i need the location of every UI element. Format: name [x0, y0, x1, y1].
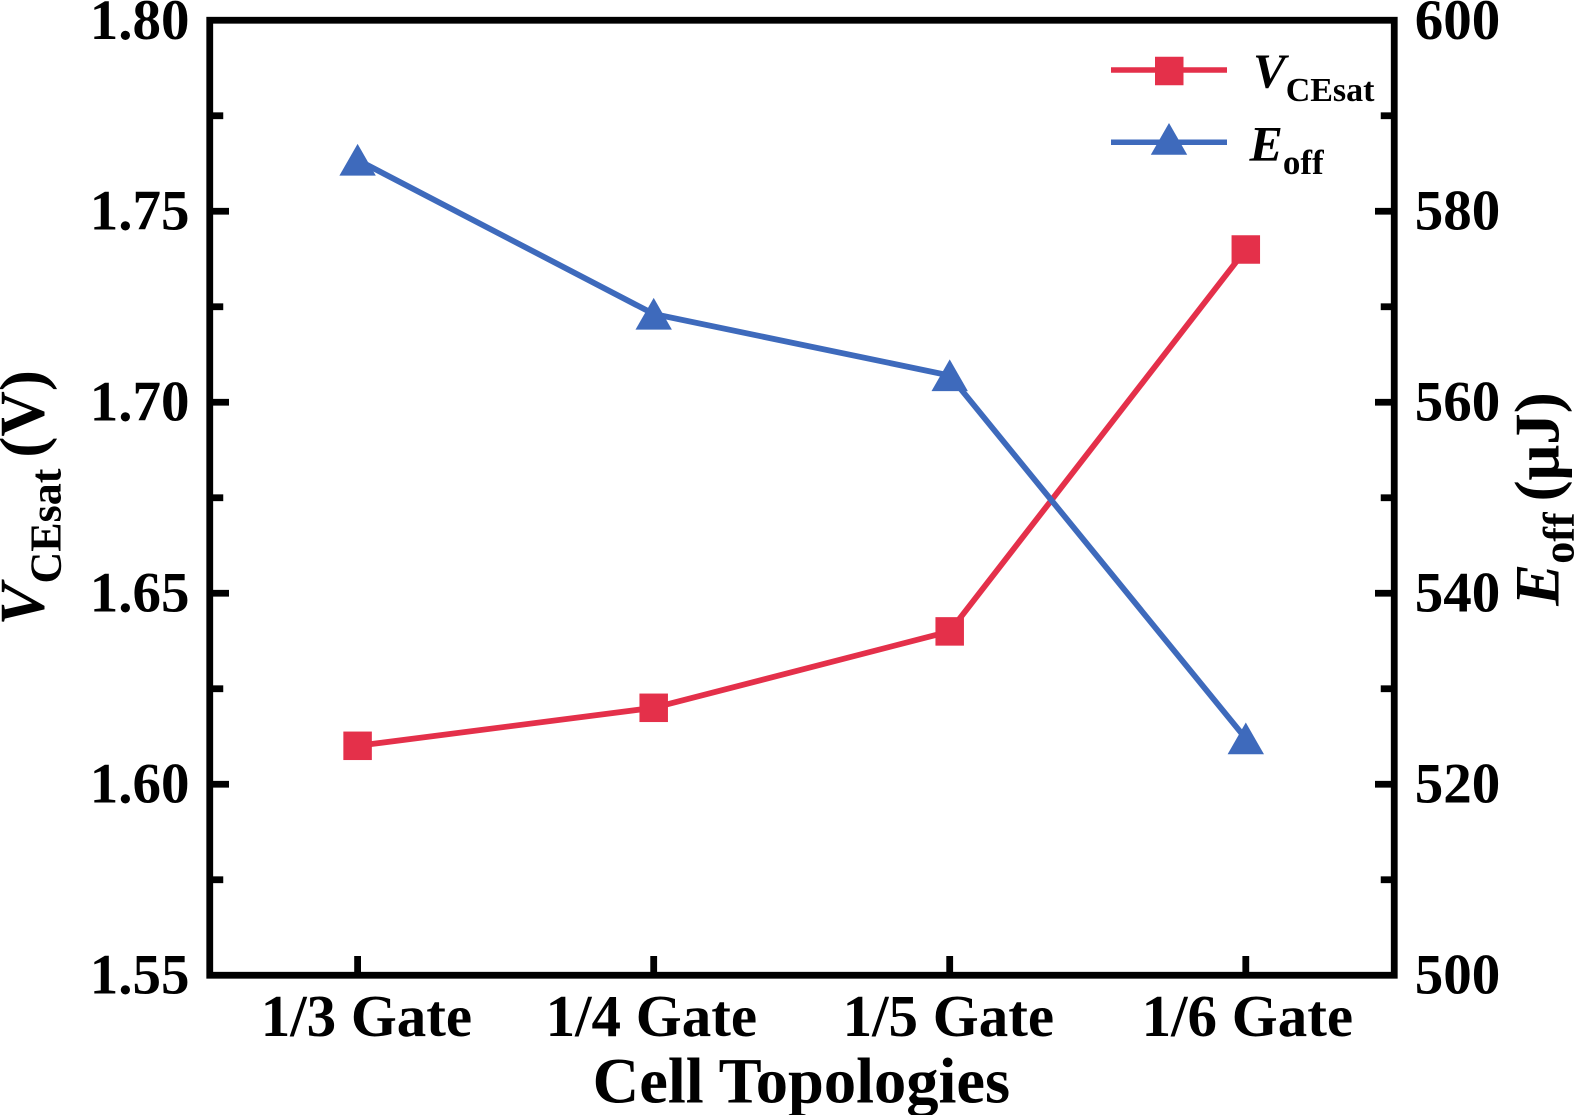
svg-text:1.60: 1.60: [90, 753, 190, 816]
svg-text:1/6 Gate: 1/6 Gate: [1142, 983, 1353, 1049]
svg-text:560: 560: [1415, 371, 1501, 434]
svg-text:500: 500: [1415, 944, 1501, 1007]
svg-text:1.70: 1.70: [90, 371, 190, 434]
svg-text:1.75: 1.75: [90, 180, 190, 243]
svg-text:580: 580: [1415, 180, 1501, 243]
svg-text:520: 520: [1415, 753, 1501, 816]
svg-text:Eoff (μJ): Eoff (μJ): [1503, 392, 1575, 607]
svg-text:Cell Topologies: Cell Topologies: [593, 1045, 1011, 1115]
svg-text:1/4 Gate: 1/4 Gate: [546, 983, 757, 1049]
svg-text:VCEsat: VCEsat: [1253, 43, 1375, 109]
svg-text:1/5 Gate: 1/5 Gate: [843, 983, 1054, 1049]
svg-text:540: 540: [1415, 562, 1501, 625]
svg-text:1/3 Gate: 1/3 Gate: [261, 983, 472, 1049]
svg-text:1.80: 1.80: [90, 0, 190, 52]
svg-text:VCEsat (V): VCEsat (V): [0, 370, 71, 625]
svg-text:1.55: 1.55: [90, 944, 190, 1007]
svg-text:600: 600: [1415, 0, 1501, 52]
svg-text:1.65: 1.65: [90, 562, 190, 625]
svg-text:Eoff: Eoff: [1249, 115, 1325, 182]
